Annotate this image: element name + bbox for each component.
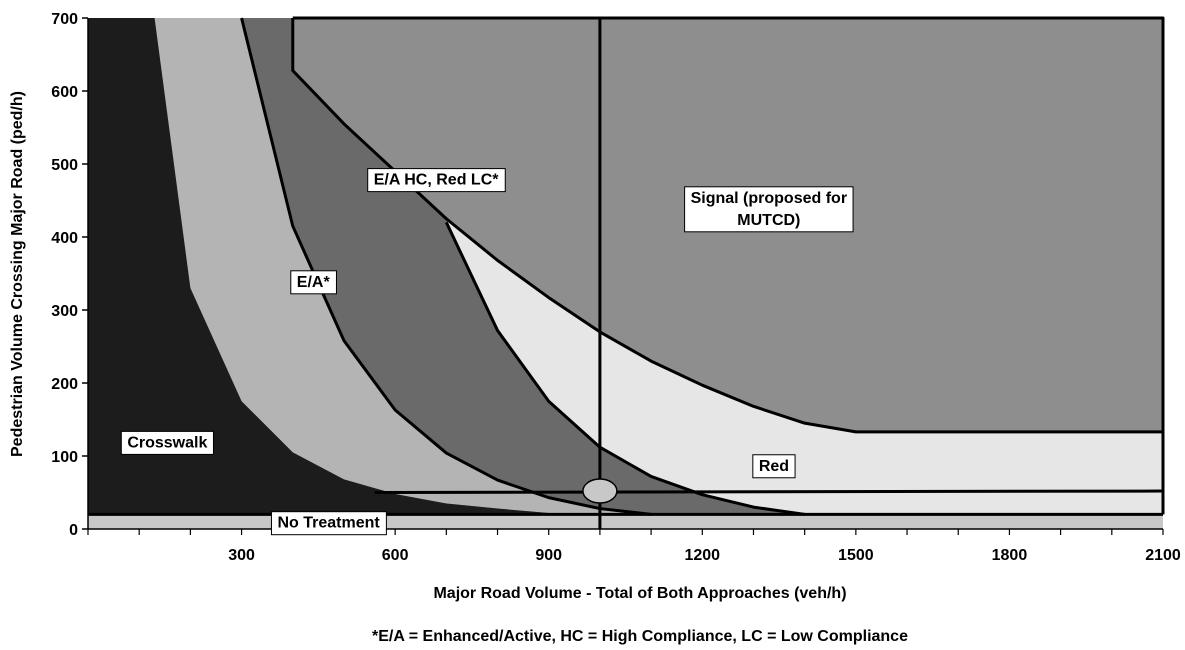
region-label-text: Red <box>759 458 789 475</box>
region-ea <box>154 18 652 515</box>
region-label-e-a-hc-red-lc: E/A HC, Red LC* <box>367 168 506 193</box>
region-label-text: Signal (proposed for <box>691 190 847 207</box>
y-axis-title: Pedestrian Volume Crossing Major Road (p… <box>9 91 26 457</box>
y-tick-label: 500 <box>51 157 78 174</box>
y-tick-label: 600 <box>51 84 78 101</box>
region-label-e-a: E/A* <box>290 270 337 295</box>
x-tick-label: 1200 <box>684 547 720 564</box>
y-tick-label: 300 <box>51 303 78 320</box>
boundary-red-signal <box>291 18 1163 434</box>
region-label-text: MUTCD) <box>737 212 800 229</box>
region-label-box <box>290 270 337 295</box>
y-tick-label: 100 <box>51 449 78 466</box>
plot-area: 0 100 200 300 400 500 600 700 300 600 900 1200 1500 1… <box>51 11 1181 564</box>
region-label-red: Red <box>752 454 796 479</box>
x-tick-label: 300 <box>228 547 255 564</box>
region-crosswalk <box>88 18 600 515</box>
region-label-box <box>120 430 214 455</box>
region-label-no-treatment: No Treatment <box>270 511 387 536</box>
region-label-box <box>684 186 854 233</box>
y-tick-label: 0 <box>69 522 78 539</box>
region-label-box <box>752 454 796 479</box>
region-no-treatment <box>88 514 1163 529</box>
region-label-signal-proposed-for-mutcd: Signal (proposed for MUTCD) <box>684 186 854 233</box>
y-tick-label: 200 <box>51 376 78 393</box>
region-label-box <box>367 168 506 193</box>
boundary-mid-line <box>374 489 1164 494</box>
y-tick-label: 700 <box>51 11 78 28</box>
x-axis-title: Major Road Volume - Total of Both Approa… <box>433 585 846 602</box>
region-red <box>446 218 1163 515</box>
region-label-text: E/A HC, Red LC* <box>374 172 500 189</box>
marker-point <box>582 478 618 504</box>
x-tick-label: 1500 <box>838 547 874 564</box>
x-tick-label: 2100 <box>1145 547 1181 564</box>
footnote: *E/A = Enhanced/Active, HC = High Compli… <box>372 628 908 645</box>
region-label-text: E/A* <box>297 274 331 291</box>
region-label-text: No Treatment <box>277 515 380 532</box>
x-tick-label: 1800 <box>992 547 1028 564</box>
y-tick-label: 400 <box>51 230 78 247</box>
boundary-signal-frame <box>292 16 1165 515</box>
x-tick-label: 600 <box>382 547 409 564</box>
region-label-text: Crosswalk <box>127 434 207 451</box>
x-tick-label: 900 <box>535 547 562 564</box>
region-label-box <box>270 511 387 536</box>
boundary-ea-hc-red <box>444 221 805 516</box>
region-label-crosswalk: Crosswalk <box>120 430 214 455</box>
boundary-ea-ea-hc <box>240 17 652 516</box>
